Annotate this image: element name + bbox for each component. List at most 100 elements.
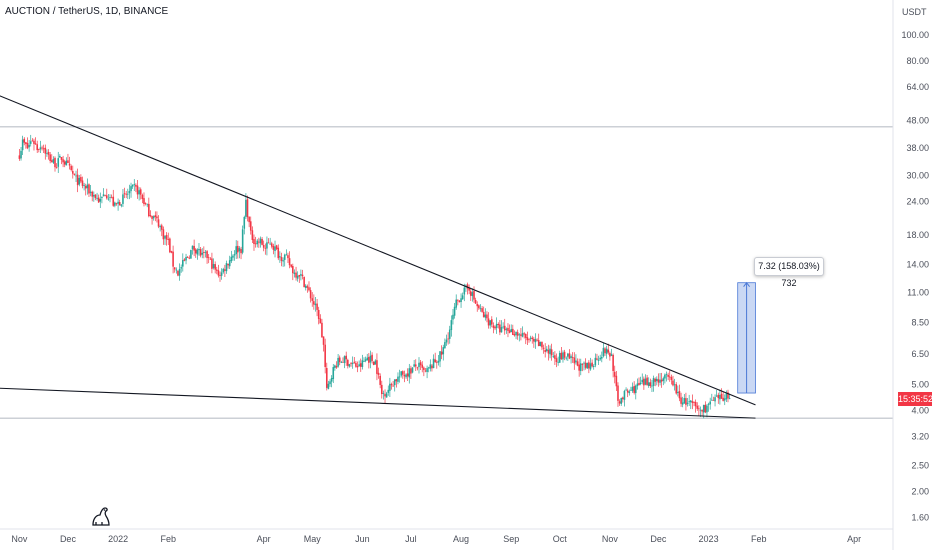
- candle-body: [644, 378, 647, 385]
- candle-body: [482, 311, 485, 317]
- candle-body: [300, 274, 302, 276]
- candle: [311, 292, 314, 307]
- candle: [588, 360, 590, 374]
- candle: [237, 240, 239, 259]
- candle: [508, 324, 511, 334]
- candle-body: [193, 245, 195, 251]
- candle-body: [311, 298, 314, 301]
- candle: [471, 288, 474, 302]
- candle-body: [207, 257, 210, 259]
- candle: [94, 194, 97, 201]
- candle-body: [290, 264, 292, 267]
- candle-body: [628, 391, 631, 394]
- candle: [395, 378, 398, 388]
- candle-body: [238, 248, 241, 252]
- candle-body: [107, 198, 110, 200]
- candle-body: [292, 266, 294, 274]
- candle-body: [649, 382, 652, 387]
- candle-body: [368, 356, 370, 363]
- candle: [609, 351, 611, 361]
- candle: [337, 354, 339, 368]
- candle: [104, 194, 106, 197]
- candle: [534, 333, 537, 349]
- candle: [366, 353, 369, 361]
- trendline: [0, 387, 756, 419]
- candle: [96, 192, 98, 201]
- candle: [704, 401, 707, 414]
- candle-body: [429, 364, 432, 369]
- candle: [28, 140, 30, 152]
- candle-body: [182, 260, 184, 267]
- candle: [292, 263, 294, 281]
- candle: [29, 134, 32, 147]
- candle-body: [342, 361, 344, 363]
- candle-body: [379, 375, 381, 385]
- price-range-label[interactable]: 7.32 (158.03%) 732: [754, 257, 824, 288]
- x-tick-label: Jun: [355, 534, 370, 544]
- candle-body: [50, 160, 53, 162]
- candle: [634, 384, 637, 400]
- candle-body: [162, 229, 165, 240]
- candle: [359, 358, 362, 372]
- candle: [418, 357, 420, 374]
- candle: [565, 356, 568, 361]
- candle-body: [191, 245, 194, 250]
- candle-body: [67, 160, 69, 163]
- candle: [191, 245, 194, 255]
- candle: [372, 361, 375, 366]
- candle-body: [557, 361, 559, 363]
- y-tick-label: 6.50: [911, 349, 929, 359]
- candle-body: [148, 203, 150, 217]
- candle: [672, 375, 674, 387]
- candle-body: [68, 163, 71, 166]
- candle: [502, 322, 504, 329]
- candle-body: [568, 353, 571, 359]
- candle: [720, 388, 723, 399]
- candle: [256, 238, 259, 248]
- candle-body: [29, 141, 32, 144]
- x-tick-label: Dec: [60, 534, 77, 544]
- candle: [686, 397, 689, 407]
- candle-body: [521, 333, 524, 337]
- candle-body: [531, 337, 534, 340]
- candle-body: [340, 362, 343, 364]
- candle: [355, 360, 357, 368]
- candle: [42, 144, 45, 154]
- candle-body: [524, 333, 527, 338]
- candle-body: [484, 314, 487, 318]
- candle: [60, 156, 63, 165]
- candle-body: [440, 351, 443, 355]
- candle: [379, 373, 381, 389]
- candle-body: [490, 319, 493, 325]
- candle: [727, 389, 729, 403]
- candle: [165, 232, 168, 246]
- candle-body: [324, 344, 326, 367]
- candle-body: [283, 254, 286, 260]
- candle: [397, 372, 399, 385]
- candle-body: [99, 198, 102, 202]
- candle: [275, 244, 278, 251]
- tradingview-dino-icon[interactable]: [90, 505, 112, 527]
- candle-body: [552, 356, 555, 358]
- candle-body: [282, 260, 284, 262]
- candle: [455, 294, 458, 310]
- candle: [322, 336, 325, 352]
- candle: [414, 359, 417, 372]
- candle-body: [175, 269, 178, 271]
- candle: [86, 178, 89, 195]
- candle: [215, 266, 218, 275]
- candle: [689, 400, 692, 410]
- candle: [177, 270, 179, 277]
- candle-body: [499, 324, 501, 333]
- candle-body: [677, 391, 679, 393]
- candle-body: [36, 144, 39, 151]
- candle-body: [670, 377, 673, 380]
- candle: [722, 391, 724, 402]
- candle: [714, 394, 716, 407]
- candle-body: [240, 249, 242, 254]
- x-tick-label: Feb: [751, 534, 767, 544]
- candle-body: [659, 379, 661, 383]
- candle-body: [321, 322, 323, 338]
- candle-body: [232, 255, 234, 258]
